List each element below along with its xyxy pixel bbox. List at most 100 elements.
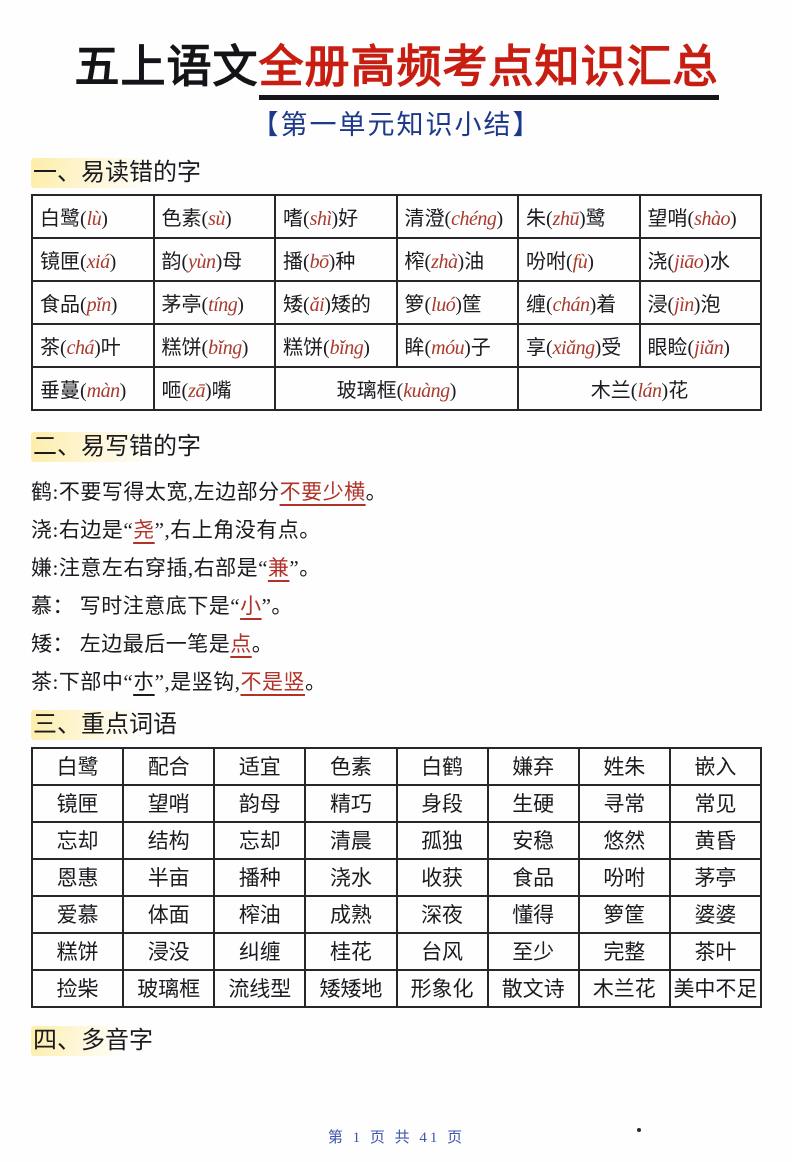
- section-heading-miswritten-characters: 二、易写错的字: [31, 431, 762, 463]
- table-cell: 望哨: [122, 783, 216, 823]
- mistake-segment: 朩: [133, 669, 155, 694]
- table-cell: 白鹭(lù): [31, 193, 155, 239]
- pinyin: ǎi: [309, 293, 325, 316]
- table-row: 捡柴 玻璃框 流线型 矮矮地 形象化 散文诗 木兰花 美中不足: [30, 968, 763, 1008]
- mistake-segment: 尧: [133, 517, 155, 542]
- mistake-segment: 不是竖: [240, 669, 305, 694]
- table-cell: 精巧: [304, 783, 398, 823]
- table-cell: 身段: [395, 783, 489, 823]
- pinyin: bō: [309, 250, 330, 273]
- table-cell: 食品(pǐn): [31, 279, 155, 325]
- mistake-segment: 鹤:不要写得太宽,左边部分: [31, 479, 280, 504]
- pinyin: màn: [86, 379, 120, 402]
- table-cell: 黄昏: [668, 820, 763, 860]
- mistake-segment: ”,是竖钩,: [154, 669, 241, 694]
- table-cell: 浸(jìn)泡: [638, 279, 762, 325]
- table-cell: 箩(luó)筐: [395, 279, 519, 325]
- mistake-segment: ”。: [261, 593, 293, 618]
- table-cell: 浸没: [122, 931, 216, 971]
- table-cell: 木兰花: [577, 968, 671, 1008]
- table-row: 白鹭(lù) 色素(sù) 嗜(shì)好 清澄(chéng) 朱(zhū)鹭 望哨(sh…: [31, 193, 762, 239]
- pinyin: zhū: [552, 207, 580, 230]
- table-row: 食品(pǐn) 茅亭(tíng) 矮(ǎi)矮的 箩(luó)筐 缠(chán)着 浸(j…: [31, 279, 762, 325]
- miswritten-characters-notes: 鹤:不要写得太宽,左边部分 不要少横。浇:右边是“ 尧 ”,右上角没有点。 嫌:注意左右…: [31, 472, 762, 700]
- mistake-line: 鹤:不要写得太宽,左边部分 不要少横。: [31, 472, 762, 510]
- mistake-segment: 嫌:注意左右穿插,右部是“: [31, 555, 268, 580]
- table-cell: 婆婆: [668, 894, 763, 934]
- table-cell: 镜匣(xiá): [31, 236, 155, 282]
- mistake-line: 浇:右边是“ 尧 ”,右上角没有点。: [31, 510, 762, 548]
- table-cell: 享(xiǎng)受: [517, 322, 641, 368]
- pinyin: zhà: [431, 250, 458, 273]
- table-cell: 完整: [577, 931, 671, 971]
- table-cell: 至少: [486, 931, 580, 971]
- table-cell: 垂蔓(màn): [31, 365, 155, 411]
- table-cell: 忘却: [213, 820, 307, 860]
- table-row: 垂蔓(màn) 咂(zā)嘴 玻璃框(kuàng) 木兰(lán)花: [31, 365, 762, 411]
- pinyin: kuàng: [403, 379, 450, 402]
- table-cell: 捡柴: [30, 968, 125, 1008]
- pinyin: shào: [694, 207, 730, 230]
- table-cell: 恩惠: [30, 857, 125, 897]
- mistake-segment: 点: [230, 631, 252, 656]
- pinyin: xiá: [86, 250, 110, 273]
- table-cell: 白鹤: [395, 746, 489, 786]
- pinyin: jiǎn: [694, 336, 724, 359]
- page-title-black-part: 五上语文: [74, 42, 259, 92]
- pinyin: tíng: [208, 293, 238, 316]
- pinyin: jìn: [674, 293, 694, 316]
- mistake-segment: 茶:下部中“: [31, 669, 134, 694]
- table-cell: 嵌入: [668, 746, 763, 786]
- pinyin: móu: [431, 336, 465, 359]
- pinyin: lán: [637, 379, 662, 402]
- pinyin: jiāo: [674, 250, 704, 273]
- pinyin: chá: [66, 336, 95, 359]
- table-row: 镜匣 望哨 韵母 精巧 身段 生硬 寻常 常见: [30, 783, 763, 823]
- table-cell: 望哨(shào): [638, 193, 762, 239]
- table-cell: 生硬: [486, 783, 580, 823]
- table-cell: 成熟: [304, 894, 398, 934]
- table-cell: 孤独: [395, 820, 489, 860]
- table-cell: 糕饼(bǐng): [274, 322, 398, 368]
- mistake-segment: 慕： 写时注意底下是“: [31, 593, 241, 618]
- misread-characters-table: 白鹭(lù) 色素(sù) 嗜(shì)好 清澄(chéng) 朱(zhū)鹭 望哨(sh…: [31, 193, 762, 411]
- table-cell: 形象化: [395, 968, 489, 1008]
- table-cell: 韵(yùn)母: [152, 236, 276, 282]
- table-cell: 吩咐(fù): [517, 236, 641, 282]
- mistake-segment: 小: [240, 593, 262, 618]
- table-row: 茶(chá)叶 糕饼(bǐng) 糕饼(bǐng) 眸(móu)子 享(xiǎng)受眼…: [31, 322, 762, 368]
- section-heading-key-words: 三、重点词语: [31, 709, 762, 741]
- table-cell: 玻璃框(kuàng): [274, 365, 519, 411]
- mistake-segment: 不要少横: [279, 479, 366, 504]
- pinyin: zā: [188, 379, 205, 402]
- table-cell: 色素(sù): [152, 193, 276, 239]
- mistake-segment: 兼: [267, 555, 290, 580]
- table-cell: 箩筐: [577, 894, 671, 934]
- table-row: 白鹭 配合 适宜 色素 白鹤 嫌弃 姓朱 嵌入: [30, 746, 763, 786]
- table-row: 镜匣(xiá) 韵(yùn)母 播(bō)种 榨(zhà)油 吩咐(fù) 浇(jiāo)…: [31, 236, 762, 282]
- pinyin: lù: [86, 207, 102, 230]
- table-cell: 玻璃框: [122, 968, 216, 1008]
- mistake-line: 矮： 左边最后一笔是点。: [31, 624, 762, 662]
- table-cell: 收获: [395, 857, 489, 897]
- mistake-segment: 。: [251, 631, 274, 656]
- table-cell: 镜匣: [30, 783, 125, 823]
- table-cell: 体面: [122, 894, 216, 934]
- table-cell: 播种: [213, 857, 307, 897]
- mistake-segment: 。: [304, 669, 327, 694]
- table-cell: 安稳: [486, 820, 580, 860]
- mistake-line: 嫌:注意左右穿插,右部是“ 兼”。: [31, 548, 762, 586]
- table-cell: 台风: [395, 931, 489, 971]
- table-cell: 适宜: [213, 746, 307, 786]
- table-cell: 色素: [304, 746, 398, 786]
- table-cell: 浇(jiāo)水: [638, 236, 762, 282]
- table-cell: 懂得: [486, 894, 580, 934]
- table-cell: 结构: [122, 820, 216, 860]
- pinyin: fù: [572, 250, 588, 273]
- pinyin: luó: [431, 293, 456, 316]
- table-cell: 清晨: [304, 820, 398, 860]
- table-cell: 矮(ǎi)矮的: [274, 279, 398, 325]
- mistake-segment: 矮： 左边最后一笔是: [31, 631, 231, 656]
- document-page: 五上语文全册高频考点知识汇总 【第一单元知识小结】 一、易读错的字 白鹭(lù)…: [0, 42, 793, 1057]
- table-row: 恩惠 半亩 播种 浇水 收获 食品 吩咐 茅亭: [30, 857, 763, 897]
